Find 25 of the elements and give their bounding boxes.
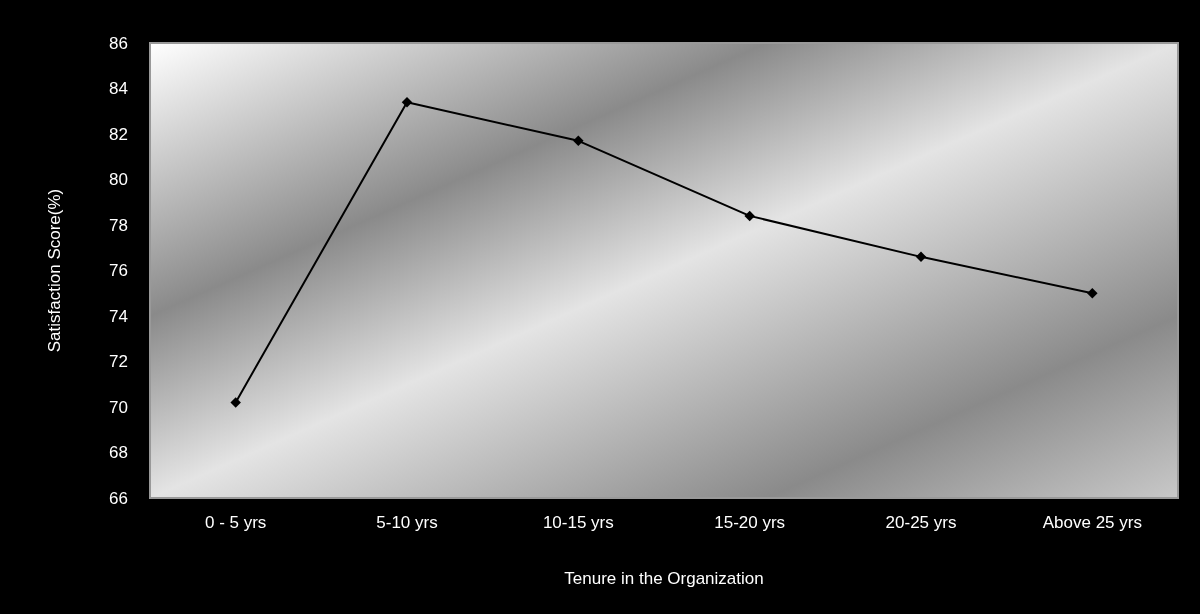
y-tick-label: 66 xyxy=(109,488,128,508)
y-tick-label: 70 xyxy=(109,397,128,417)
point xyxy=(401,96,413,108)
point xyxy=(230,397,241,408)
x-tick-label: 15-20 yrs xyxy=(714,513,786,532)
y-tick-label: 72 xyxy=(109,352,128,372)
x-tick-label: 20-25 yrs xyxy=(885,513,957,532)
point xyxy=(573,135,584,147)
point xyxy=(1087,288,1098,299)
y-tick-label: 86 xyxy=(109,33,128,53)
y-tick-label: 74 xyxy=(109,306,128,326)
y-tick-label: 78 xyxy=(109,215,128,235)
y-axis-title: Satisfaction Score(%) xyxy=(45,188,64,353)
x-axis-title: Tenure in the Organization xyxy=(564,569,764,588)
y-tick-label: 82 xyxy=(109,124,128,144)
y-tick-label: 76 xyxy=(109,261,128,281)
x-tick-label: 5-10 yrs xyxy=(376,513,438,532)
point xyxy=(915,251,927,263)
point xyxy=(744,210,755,222)
x-tick-label: 10-15 yrs xyxy=(542,513,614,532)
y-tick-label: 68 xyxy=(109,443,128,463)
x-tick-label: Above 25 yrs xyxy=(1042,513,1142,532)
x-tick-label: 0 - 5 yrs xyxy=(204,513,267,532)
y-tick-label: 80 xyxy=(109,170,128,190)
y-tick-label: 84 xyxy=(109,79,128,99)
